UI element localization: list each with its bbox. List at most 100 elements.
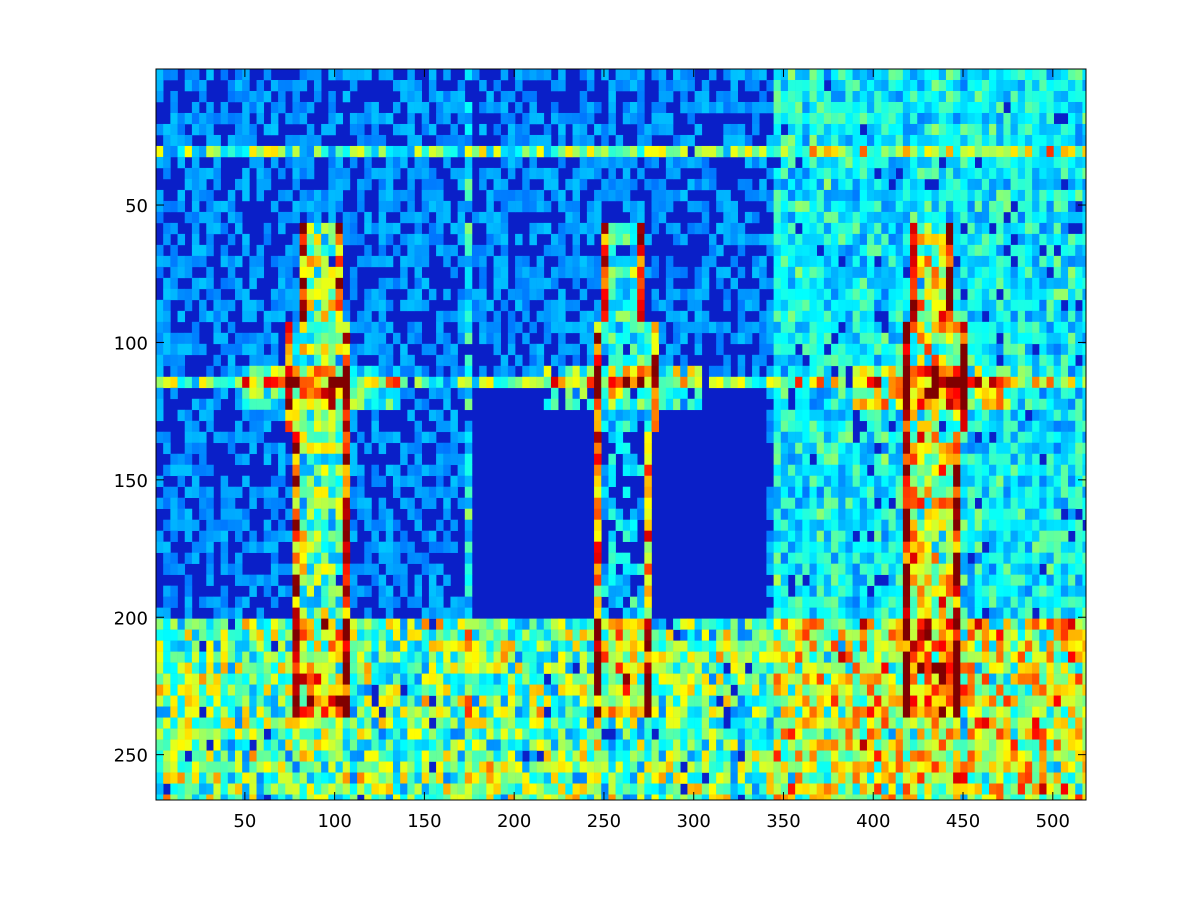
- heatmap-cell: [917, 256, 924, 267]
- heatmap-cell: [874, 608, 881, 619]
- heatmap-cell: [587, 377, 594, 388]
- heatmap-cell: [831, 641, 838, 652]
- heatmap-cell: [982, 487, 989, 498]
- heatmap-cell: [695, 289, 702, 300]
- heatmap-cell: [687, 223, 694, 234]
- heatmap-cell: [321, 366, 328, 377]
- heatmap-cell: [989, 234, 996, 245]
- heatmap-cell: [379, 586, 386, 597]
- heatmap-cell: [235, 135, 242, 146]
- heatmap-cell: [1011, 80, 1018, 91]
- heatmap-cell: [781, 465, 788, 476]
- heatmap-cell: [300, 377, 307, 388]
- heatmap-cell: [860, 69, 867, 80]
- heatmap-cell: [810, 113, 817, 124]
- heatmap-cell: [824, 454, 831, 465]
- heatmap-cell: [522, 91, 529, 102]
- heatmap-cell: [1054, 355, 1061, 366]
- heatmap-cell: [1068, 630, 1075, 641]
- heatmap-cell: [917, 608, 924, 619]
- heatmap-cell: [465, 190, 472, 201]
- heatmap-cell: [501, 234, 508, 245]
- heatmap-cell: [465, 355, 472, 366]
- heatmap-cell: [802, 212, 809, 223]
- heatmap-cell: [802, 124, 809, 135]
- heatmap-cell: [1068, 520, 1075, 531]
- heatmap-cell: [910, 201, 917, 212]
- heatmap-cell: [328, 333, 335, 344]
- heatmap-cell: [199, 619, 206, 630]
- heatmap-cell: [1018, 80, 1025, 91]
- heatmap-cell: [989, 476, 996, 487]
- heatmap-cell: [537, 311, 544, 322]
- heatmap-cell: [766, 641, 773, 652]
- heatmap-cell: [364, 69, 371, 80]
- heatmap-cell: [989, 487, 996, 498]
- heatmap-cell: [996, 190, 1003, 201]
- heatmap-cell: [1025, 102, 1032, 113]
- heatmap-cell: [271, 476, 278, 487]
- heatmap-cell: [745, 146, 752, 157]
- heatmap-cell: [838, 377, 845, 388]
- heatmap-cell: [278, 278, 285, 289]
- heatmap-cell: [407, 652, 414, 663]
- heatmap-cell: [867, 223, 874, 234]
- heatmap-cell: [156, 399, 163, 410]
- heatmap-cell: [479, 322, 486, 333]
- heatmap-cell: [831, 102, 838, 113]
- heatmap-cell: [170, 366, 177, 377]
- heatmap-cell: [156, 377, 163, 388]
- heatmap-cell: [235, 652, 242, 663]
- heatmap-cell: [257, 113, 264, 124]
- heatmap-cell: [235, 91, 242, 102]
- heatmap-cell: [881, 652, 888, 663]
- heatmap-cell: [889, 333, 896, 344]
- heatmap-cell: [343, 432, 350, 443]
- heatmap-cell: [1047, 223, 1054, 234]
- heatmap-cell: [673, 399, 680, 410]
- heatmap-cell: [845, 509, 852, 520]
- heatmap-cell: [429, 663, 436, 674]
- heatmap-cell: [1025, 388, 1032, 399]
- heatmap-cell: [781, 377, 788, 388]
- heatmap-cell: [1075, 190, 1082, 201]
- heatmap-cell: [817, 113, 824, 124]
- heatmap-cell: [192, 322, 199, 333]
- heatmap-cell: [874, 454, 881, 465]
- heatmap-cell: [616, 80, 623, 91]
- heatmap-cell: [982, 388, 989, 399]
- heatmap-cell: [687, 619, 694, 630]
- heatmap-cell: [458, 322, 465, 333]
- heatmap-cell: [838, 146, 845, 157]
- heatmap-cell: [889, 355, 896, 366]
- heatmap-cell: [1061, 619, 1068, 630]
- heatmap-cell: [213, 520, 220, 531]
- heatmap-cell: [623, 366, 630, 377]
- heatmap-cell: [379, 652, 386, 663]
- heatmap-cell: [271, 300, 278, 311]
- heatmap-cell: [1061, 399, 1068, 410]
- heatmap-cell: [1075, 278, 1082, 289]
- heatmap-cell: [1003, 410, 1010, 421]
- heatmap-cell: [831, 487, 838, 498]
- heatmap-cell: [982, 289, 989, 300]
- heatmap-cell: [1039, 476, 1046, 487]
- heatmap-cell: [472, 311, 479, 322]
- heatmap-cell: [795, 311, 802, 322]
- heatmap-cell: [953, 333, 960, 344]
- heatmap-cell: [429, 586, 436, 597]
- heatmap-cell: [343, 564, 350, 575]
- heatmap-cell: [824, 245, 831, 256]
- heatmap-cell: [328, 278, 335, 289]
- heatmap-cell: [350, 377, 357, 388]
- heatmap-cell: [494, 333, 501, 344]
- heatmap-cell: [946, 157, 953, 168]
- heatmap-cell: [264, 641, 271, 652]
- heatmap-cell: [271, 289, 278, 300]
- heatmap-cell: [802, 223, 809, 234]
- heatmap-cell: [723, 641, 730, 652]
- heatmap-cell: [745, 80, 752, 91]
- heatmap-cell: [903, 124, 910, 135]
- heatmap-cell: [795, 630, 802, 641]
- heatmap-cell: [594, 300, 601, 311]
